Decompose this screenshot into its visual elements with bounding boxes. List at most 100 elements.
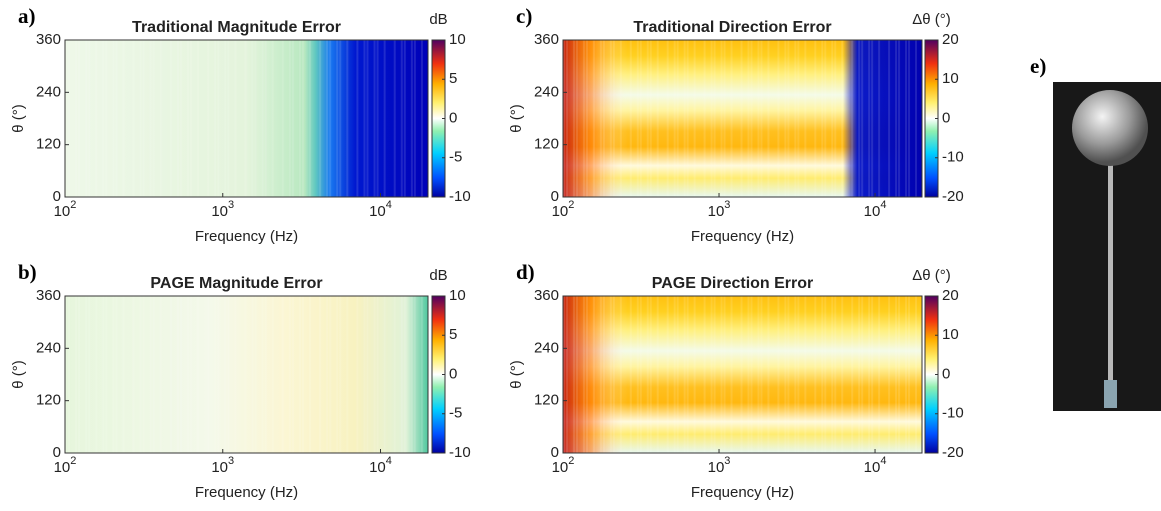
heatmap-texture [88,296,91,453]
heatmap-texture [787,40,790,197]
heatmap-texture [234,296,237,453]
heatmap-texture [132,40,135,197]
heatmap-texture [686,296,689,453]
heatmap-texture [797,296,800,453]
heatmap-texture [234,40,237,197]
heatmap-texture [908,296,911,453]
heatmap-texture [346,40,349,197]
heatmap-texture [619,296,622,453]
heatmap-texture [363,40,366,197]
heatmap-texture [319,296,322,453]
heatmap-texture [834,40,837,197]
heatmap-texture [713,296,716,453]
heatmap-texture [326,40,329,197]
heatmap-texture [329,296,332,453]
heatmap-texture [271,40,274,197]
heatmap-texture [861,296,864,453]
heatmap-texture [767,296,770,453]
panel-label: b) [18,260,37,284]
heatmap-texture [224,296,227,453]
y-tick-label: 240 [36,83,61,100]
heatmap-texture [841,40,844,197]
heatmap-texture [400,296,403,453]
chart-title: PAGE Magnitude Error [150,275,322,292]
y-axis-label: θ (°) [508,360,525,389]
heatmap-texture [565,296,568,453]
y-tick-label: 120 [534,136,559,153]
heatmap-texture [760,296,763,453]
heatmap-texture [102,296,105,453]
heatmap-texture [609,296,612,453]
heatmap-texture [824,296,827,453]
x-axis-label: Frequency (Hz) [691,484,794,501]
heatmap-texture [777,296,780,453]
colorbar-tick-label: 0 [942,109,950,126]
heatmap-texture [821,40,824,197]
colorbar-tick-label: 10 [942,70,959,87]
heatmap-texture [393,40,396,197]
heatmap-texture [264,296,267,453]
plot-frame [64,295,429,454]
heatmap-texture [858,296,861,453]
x-tick-label: 104 [864,199,887,220]
x-tick-label: 104 [864,455,887,476]
heatmap-texture [373,40,376,197]
x-tick-label: 104 [369,455,392,476]
heatmap-texture [757,40,760,197]
heatmap-texture [122,296,125,453]
heatmap-texture [612,40,615,197]
heatmap-texture [383,40,386,197]
heatmap-texture [629,40,632,197]
heatmap-texture [309,296,312,453]
heatmap-texture [85,40,88,197]
heatmap-texture [710,40,713,197]
heatmap-texture [159,40,162,197]
heatmap-texture [821,296,824,453]
heatmap-texture [376,40,379,197]
heatmap-texture [115,40,118,197]
heatmap-texture [410,40,413,197]
heatmap-texture [271,296,274,453]
heatmap-texture [895,40,898,197]
heatmap-texture [878,40,881,197]
heatmap-texture [410,296,413,453]
heatmap-texture [65,296,67,453]
heatmap-texture [132,296,135,453]
heatmap-texture [804,296,807,453]
heatmap-texture [281,40,284,197]
x-tick-label: 103 [708,199,731,220]
colorbar-label: dB [429,267,447,284]
heatmap-texture [787,296,790,453]
heatmap-texture [563,40,565,197]
photo [1053,82,1161,411]
x-tick-label: 103 [708,455,731,476]
heatmap-texture [915,296,918,453]
heatmap-texture [760,40,763,197]
heatmap-texture [197,296,200,453]
heatmap-texture [356,40,359,197]
heatmap-texture [301,296,304,453]
colorbar-tick-label: -20 [942,444,964,461]
heatmap-texture [720,40,723,197]
heatmap-field [563,296,922,453]
heatmap-texture [572,40,575,197]
heatmap-texture [582,40,585,197]
y-tick-label: 0 [53,444,61,461]
heatmap-field [65,296,428,453]
heatmap-texture [214,296,217,453]
heatmap-texture [888,40,891,197]
colorbar-label: Δθ (°) [912,11,951,28]
heatmap-texture [784,296,787,453]
heatmap-texture [784,40,787,197]
colorbar-tick-label: -5 [449,405,462,422]
y-tick-label: 120 [534,392,559,409]
heatmap-texture [139,296,142,453]
colorbar-tick-label: -10 [942,405,964,422]
heatmap-texture [599,40,602,197]
heatmap-texture [142,40,145,197]
heatmap-texture [420,296,423,453]
heatmap-texture [197,40,200,197]
heatmap-texture [750,296,753,453]
colorbar-label: dB [429,11,447,28]
